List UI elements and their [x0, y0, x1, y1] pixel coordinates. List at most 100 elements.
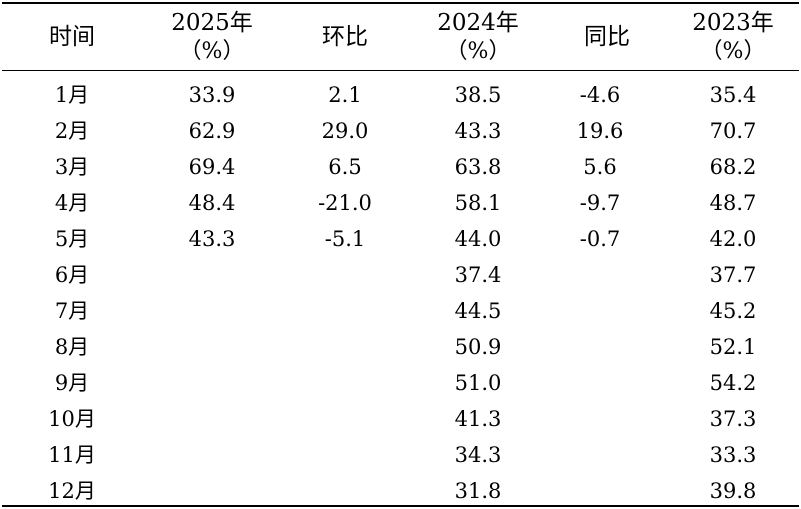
cell-mom: [290, 401, 400, 437]
header-2024-unit: （%）: [445, 39, 511, 64]
cell-2024: 44.5: [454, 299, 502, 323]
table-header-row: 时间 2025年 （%） 环比 2024年 （%） 同比 2023年 （%）: [0, 4, 801, 70]
cell-mom: -21.0: [318, 191, 372, 215]
cell-2023: 33.3: [709, 443, 757, 467]
cell-mom: [290, 437, 400, 473]
table-row: 8月 50.9 52.1: [0, 329, 801, 365]
cell-yoy: [545, 473, 655, 509]
cell-yoy: [545, 293, 655, 329]
cell-2025: [152, 473, 272, 509]
cell-mom: 29.0: [321, 119, 369, 143]
cell-month: 4月: [54, 191, 90, 215]
cell-yoy: [545, 437, 655, 473]
cell-mom: [290, 329, 400, 365]
cell-2023: 68.2: [709, 155, 757, 179]
header-time-label: 时间: [49, 24, 95, 50]
cell-2025: [152, 257, 272, 293]
cell-yoy: -0.7: [579, 227, 621, 251]
cell-yoy: 19.6: [576, 119, 624, 143]
table-row: 7月 44.5 45.2: [0, 293, 801, 329]
cell-yoy: [545, 257, 655, 293]
table-row: 4月 48.4 -21.0 58.1 -9.7 48.7: [0, 185, 801, 221]
header-mom: 环比: [290, 4, 400, 70]
cell-2025: [152, 401, 272, 437]
cell-yoy: [545, 401, 655, 437]
table-row: 5月 43.3 -5.1 44.0 -0.7 42.0: [0, 221, 801, 257]
cell-month: 5月: [54, 227, 90, 251]
cell-2025: 69.4: [188, 155, 236, 179]
header-2023-label: 2023年: [692, 10, 774, 36]
header-2025: 2025年 （%）: [152, 4, 272, 70]
header-yoy: 同比: [552, 4, 662, 70]
cell-2025: 48.4: [188, 191, 236, 215]
table-row: 10月 41.3 37.3: [0, 401, 801, 437]
cell-month: 8月: [54, 335, 90, 359]
table-row: 12月 31.8 39.8: [0, 473, 801, 509]
cell-yoy: -9.7: [579, 191, 621, 215]
header-mom-label: 环比: [322, 24, 368, 50]
cell-month: 9月: [54, 371, 90, 395]
cell-2023: 70.7: [709, 119, 757, 143]
table-top-rule: [2, 2, 799, 4]
cell-2023: 37.7: [709, 263, 757, 287]
cell-2025: [152, 365, 272, 401]
cell-2024: 44.0: [454, 227, 502, 251]
cell-2025: [152, 329, 272, 365]
cell-month: 7月: [54, 299, 90, 323]
table-row: 1月 33.9 2.1 38.5 -4.6 35.4: [0, 77, 801, 113]
cell-month: 3月: [54, 155, 90, 179]
cell-2024: 34.3: [454, 443, 502, 467]
header-2023-unit: （%）: [700, 39, 766, 64]
header-2024: 2024年 （%）: [418, 4, 538, 70]
cell-2024: 63.8: [454, 155, 502, 179]
cell-2024: 38.5: [454, 83, 502, 107]
cell-2025: [152, 437, 272, 473]
cell-2025: 62.9: [188, 119, 236, 143]
cell-yoy: 5.6: [583, 155, 617, 179]
cell-mom: [290, 293, 400, 329]
cell-mom: -5.1: [324, 227, 366, 251]
cell-mom: [290, 257, 400, 293]
cell-2025: 43.3: [188, 227, 236, 251]
table-header-rule: [2, 70, 799, 71]
cell-2025: 33.9: [188, 83, 236, 107]
header-2024-label: 2024年: [437, 10, 519, 36]
table-row: 6月 37.4 37.7: [0, 257, 801, 293]
cell-month: 12月: [48, 479, 96, 503]
header-2025-unit: （%）: [179, 39, 245, 64]
cell-2024: 58.1: [454, 191, 502, 215]
cell-month: 2月: [54, 119, 90, 143]
cell-month: 1月: [54, 83, 90, 107]
cell-month: 10月: [48, 407, 96, 431]
cell-mom: [290, 365, 400, 401]
cell-2023: 52.1: [709, 335, 757, 359]
cell-mom: [290, 473, 400, 509]
header-2023: 2023年 （%）: [673, 4, 793, 70]
header-time: 时间: [20, 4, 124, 70]
cell-mom: 2.1: [328, 83, 362, 107]
cell-mom: 6.5: [328, 155, 362, 179]
cell-2023: 35.4: [709, 83, 757, 107]
table-row: 11月 34.3 33.3: [0, 437, 801, 473]
table-bottom-rule: [2, 505, 799, 507]
cell-2023: 54.2: [709, 371, 757, 395]
cell-2023: 39.8: [709, 479, 757, 503]
cell-2024: 51.0: [454, 371, 502, 395]
cell-2023: 48.7: [709, 191, 757, 215]
cell-2023: 37.3: [709, 407, 757, 431]
cell-month: 11月: [48, 443, 96, 467]
table-row: 3月 69.4 6.5 63.8 5.6 68.2: [0, 149, 801, 185]
cell-2024: 41.3: [454, 407, 502, 431]
cell-yoy: -4.6: [579, 83, 621, 107]
cell-2024: 37.4: [454, 263, 502, 287]
cell-2024: 50.9: [454, 335, 502, 359]
table-row: 9月 51.0 54.2: [0, 365, 801, 401]
cell-yoy: [545, 365, 655, 401]
table-row: 2月 62.9 29.0 43.3 19.6 70.7: [0, 113, 801, 149]
cell-2023: 45.2: [709, 299, 757, 323]
cell-2024: 31.8: [454, 479, 502, 503]
cell-2023: 42.0: [709, 227, 757, 251]
header-2025-label: 2025年: [171, 10, 253, 36]
table-body: 1月 33.9 2.1 38.5 -4.6 35.4 2月 62.9 29.0 43.3 19.6 7…: [0, 77, 801, 509]
